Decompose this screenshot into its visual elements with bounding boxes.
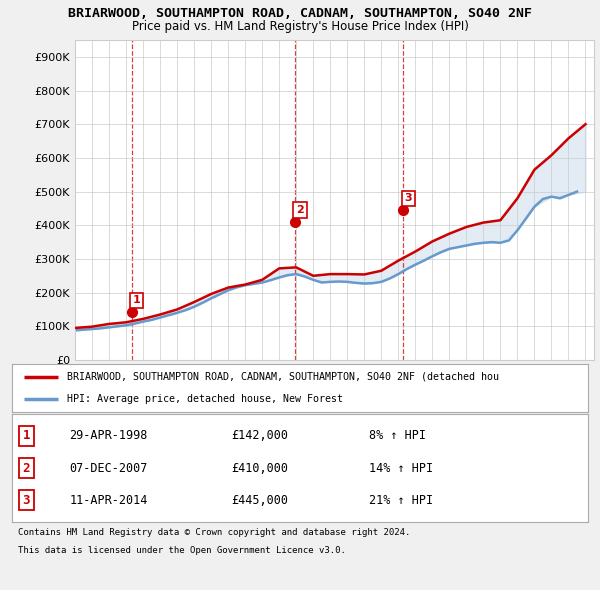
Text: 2: 2	[296, 205, 304, 215]
Text: 8% ↑ HPI: 8% ↑ HPI	[369, 429, 426, 442]
Text: BRIARWOOD, SOUTHAMPTON ROAD, CADNAM, SOUTHAMPTON, SO40 2NF (detached hou: BRIARWOOD, SOUTHAMPTON ROAD, CADNAM, SOU…	[67, 372, 499, 382]
Text: £445,000: £445,000	[231, 494, 288, 507]
Text: 1: 1	[23, 429, 30, 442]
Text: 1: 1	[133, 296, 140, 306]
Text: 11-APR-2014: 11-APR-2014	[70, 494, 148, 507]
Text: HPI: Average price, detached house, New Forest: HPI: Average price, detached house, New …	[67, 394, 343, 404]
Text: Contains HM Land Registry data © Crown copyright and database right 2024.: Contains HM Land Registry data © Crown c…	[18, 528, 410, 537]
Text: £410,000: £410,000	[231, 461, 288, 474]
Text: 3: 3	[23, 494, 30, 507]
Text: 14% ↑ HPI: 14% ↑ HPI	[369, 461, 433, 474]
Text: This data is licensed under the Open Government Licence v3.0.: This data is licensed under the Open Gov…	[18, 546, 346, 555]
Text: BRIARWOOD, SOUTHAMPTON ROAD, CADNAM, SOUTHAMPTON, SO40 2NF: BRIARWOOD, SOUTHAMPTON ROAD, CADNAM, SOU…	[68, 7, 532, 20]
Text: Price paid vs. HM Land Registry's House Price Index (HPI): Price paid vs. HM Land Registry's House …	[131, 20, 469, 33]
Text: 3: 3	[404, 194, 412, 204]
Text: £142,000: £142,000	[231, 429, 288, 442]
Text: 2: 2	[23, 461, 30, 474]
Text: 21% ↑ HPI: 21% ↑ HPI	[369, 494, 433, 507]
Text: 07-DEC-2007: 07-DEC-2007	[70, 461, 148, 474]
Text: 29-APR-1998: 29-APR-1998	[70, 429, 148, 442]
